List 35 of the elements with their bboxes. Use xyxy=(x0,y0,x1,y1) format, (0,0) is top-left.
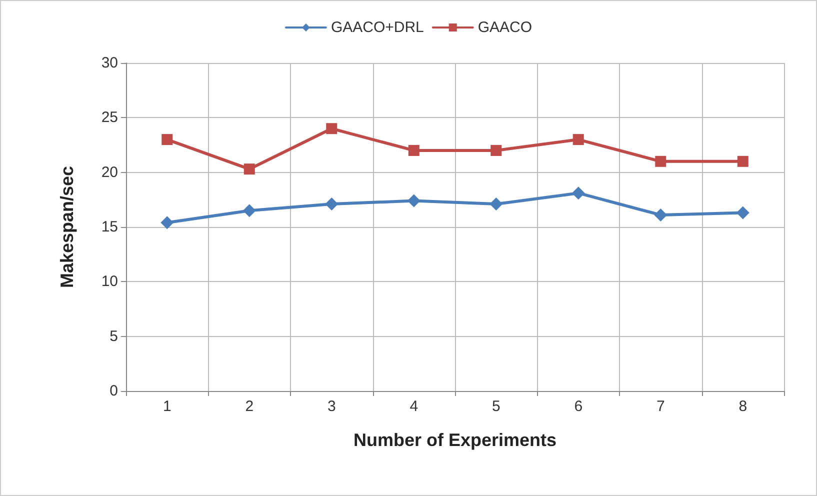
point xyxy=(408,144,420,156)
y-tick-label: 5 xyxy=(110,328,118,345)
x-tick-label: 8 xyxy=(738,398,748,415)
point xyxy=(242,204,256,218)
legend-label: GAACO+DRL xyxy=(330,19,424,36)
y-axis-title: Makespan/sec xyxy=(57,166,77,288)
point xyxy=(244,164,255,175)
point xyxy=(736,206,750,220)
point xyxy=(162,134,173,146)
x-tick-label: 4 xyxy=(410,398,418,415)
y-tick-label: 20 xyxy=(101,164,118,181)
legend-label: GAACO xyxy=(478,19,532,36)
point xyxy=(655,156,666,167)
y-tick-label: 30 xyxy=(101,54,118,72)
point xyxy=(654,208,668,222)
point xyxy=(160,216,174,230)
y-tick-label: 10 xyxy=(101,273,118,290)
y-tick-label: 0 xyxy=(110,382,118,400)
x-tick-label: 2 xyxy=(245,398,254,415)
x-tick-label: 5 xyxy=(492,398,500,415)
y-tick-label: 25 xyxy=(101,109,118,126)
x-tick-label: 7 xyxy=(656,398,665,415)
point xyxy=(737,156,748,167)
x-tick-label: 3 xyxy=(327,398,336,415)
point xyxy=(407,194,420,208)
x-tick-label: 6 xyxy=(574,398,583,415)
point xyxy=(490,198,503,211)
point xyxy=(572,134,584,146)
y-tick-label: 15 xyxy=(101,218,118,236)
x-tick-label: 1 xyxy=(162,398,172,415)
point xyxy=(490,144,502,156)
point xyxy=(325,198,338,211)
point xyxy=(326,123,338,134)
x-axis-title: Number of Experiments xyxy=(353,430,557,450)
point xyxy=(572,186,585,200)
